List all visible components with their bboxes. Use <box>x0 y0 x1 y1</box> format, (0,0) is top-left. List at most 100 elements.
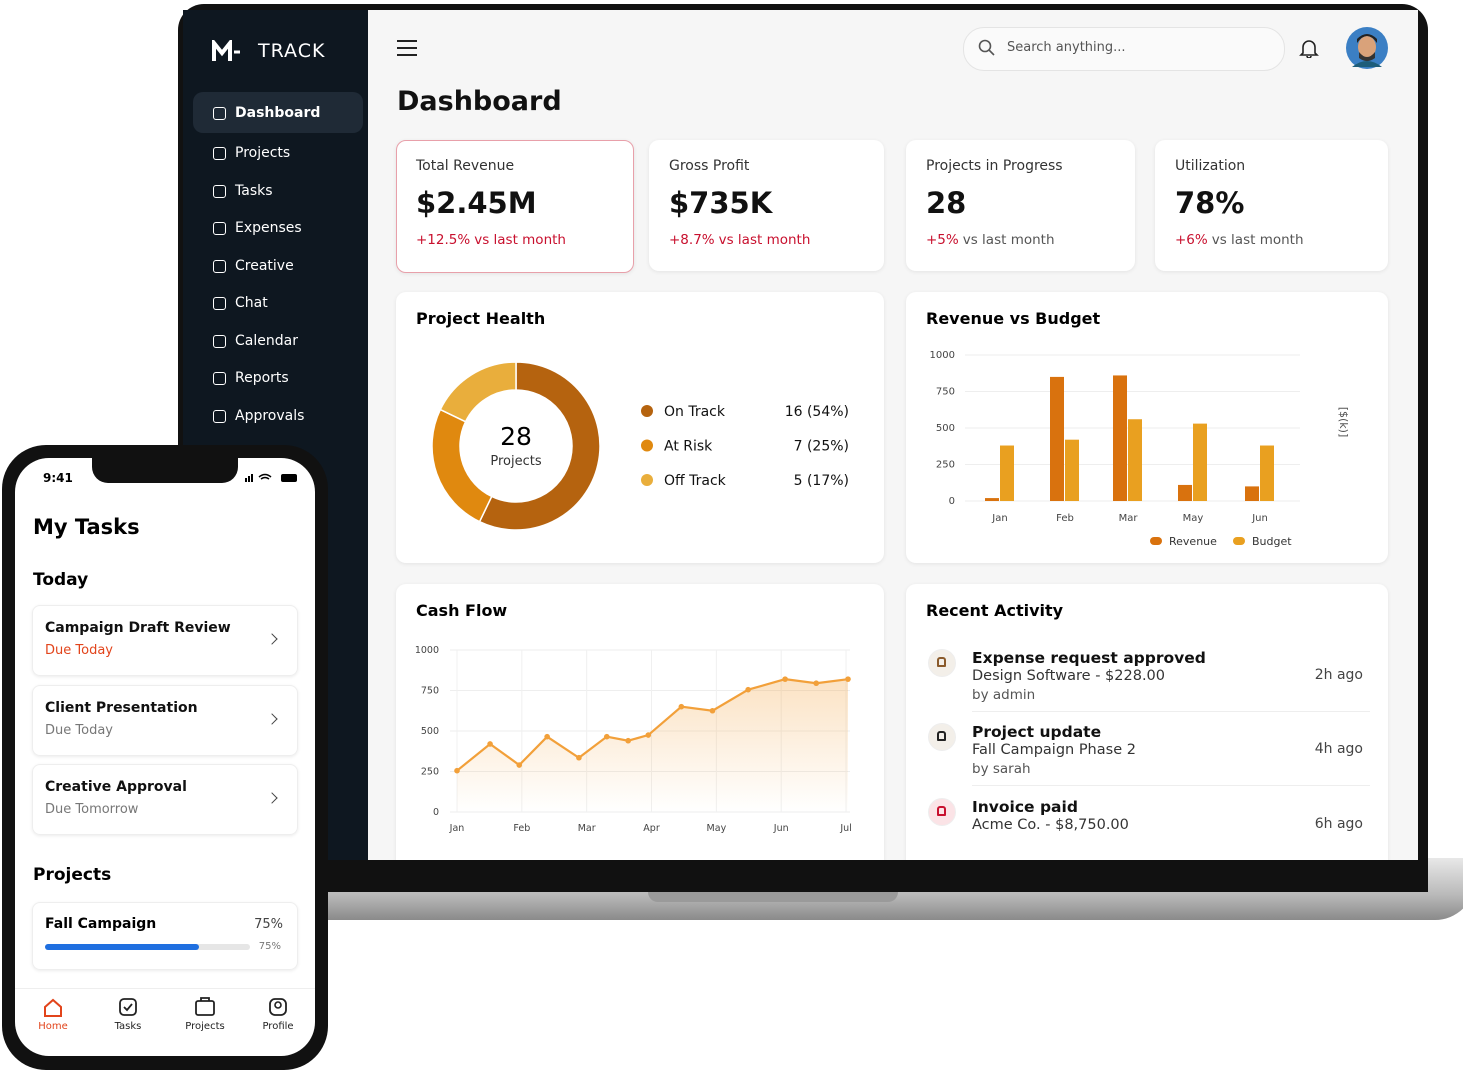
nav-icon <box>213 334 226 348</box>
task-due: Due Today <box>45 643 113 658</box>
tab[interactable]: Tasks <box>114 1021 142 1032</box>
nav-icon <box>213 259 226 273</box>
kpi-value: $2.45M <box>416 186 537 220</box>
kpi-card <box>1155 140 1388 271</box>
bar <box>985 498 999 501</box>
nav-item[interactable]: Reports <box>235 370 289 386</box>
kpi-note: vs last month <box>718 232 811 248</box>
kpi-label: Utilization <box>1175 158 1246 174</box>
x-tick-label: Feb <box>513 823 530 834</box>
donut-center-label: Projects <box>490 454 541 469</box>
tab-icons <box>44 997 287 1017</box>
progress-label: 75% <box>258 941 281 952</box>
activity-title[interactable]: Project update <box>972 723 1102 741</box>
legend-swatch <box>1233 537 1245 545</box>
x-tick-label: Jun <box>1251 513 1268 524</box>
phone-title: My Tasks <box>33 515 140 539</box>
nav-icon <box>213 107 226 120</box>
bar <box>1065 439 1079 501</box>
kpi-label: Projects in Progress <box>926 158 1063 174</box>
nav-item[interactable]: Creative <box>235 257 294 274</box>
search-box[interactable] <box>963 27 1285 71</box>
task-title: Campaign Draft Review <box>45 620 231 636</box>
tab[interactable]: Home <box>38 1021 68 1032</box>
progress-fill <box>45 944 199 950</box>
kpi-label: Gross Profit <box>669 158 750 174</box>
tab[interactable]: Profile <box>262 1021 294 1032</box>
activity-detail: Design Software - $228.00 <box>972 668 1166 684</box>
card-title: Recent Activity <box>926 601 1064 620</box>
activity-time: 4h ago <box>1314 741 1363 757</box>
x-tick-label: Feb <box>1056 513 1074 524</box>
project-card[interactable] <box>32 902 298 970</box>
y-tick-label: 0 <box>433 807 439 818</box>
donut-segment <box>439 361 517 423</box>
nav-item[interactable]: Expenses <box>235 220 302 236</box>
x-tick-label: Jun <box>773 823 789 834</box>
bezel-bottom <box>368 860 1418 888</box>
area <box>457 679 848 812</box>
bar <box>1128 419 1142 501</box>
card-title: Cash Flow <box>416 601 508 620</box>
activity-icon <box>928 649 956 677</box>
nav-item[interactable]: Calendar <box>235 332 298 349</box>
activity-icon <box>928 798 956 826</box>
task-card[interactable] <box>32 685 298 756</box>
legend-value: 5 (17%) <box>794 473 849 489</box>
point <box>603 733 610 740</box>
point <box>487 741 493 747</box>
activity-glyph <box>937 657 946 667</box>
activity-title[interactable]: Expense request approved <box>972 649 1206 667</box>
nav-icon <box>213 409 226 423</box>
bar <box>1178 484 1192 501</box>
kpi-change: +6% <box>1175 232 1208 248</box>
kpi-card <box>649 140 884 271</box>
x-tick-label: Jan <box>449 823 465 834</box>
nav-item[interactable]: Approvals <box>235 407 305 424</box>
notifications[interactable] <box>1299 38 1319 58</box>
point <box>782 676 788 682</box>
status-time: 9:41 <box>43 471 73 485</box>
y-tick-label: 250 <box>421 767 439 778</box>
task-title: Creative Approval <box>45 779 187 795</box>
x-tick-label: Apr <box>643 823 660 834</box>
point <box>544 733 550 740</box>
task-card[interactable] <box>32 605 298 676</box>
project-name: Fall Campaign <box>45 916 157 932</box>
kpi-value: 78% <box>1175 186 1245 220</box>
divider <box>972 785 1370 786</box>
nav-item[interactable]: Tasks <box>235 182 273 199</box>
activity-glyph <box>937 731 946 741</box>
tab[interactable]: Projects <box>185 1021 225 1032</box>
activity-time: 2h ago <box>1314 667 1363 683</box>
y-axis-label: [$(k)] <box>1337 407 1350 438</box>
menu-button[interactable] <box>396 38 418 58</box>
legend-value: 7 (25%) <box>794 439 849 455</box>
kpi-card <box>906 140 1135 271</box>
activity-time: 6h ago <box>1314 816 1363 832</box>
legend-label: Revenue <box>1169 535 1217 548</box>
point <box>454 767 460 774</box>
legend-dot <box>641 405 653 417</box>
kpi-note: vs last month <box>962 232 1055 248</box>
avatar[interactable] <box>1346 27 1388 69</box>
logo: TRACK <box>258 40 326 62</box>
task-card[interactable] <box>32 764 298 835</box>
nav-item[interactable]: Projects <box>235 145 291 161</box>
x-tick-label: Mar <box>578 823 596 834</box>
activity-title[interactable]: Invoice paid <box>972 798 1078 816</box>
phone-notch <box>92 458 238 483</box>
bar <box>1260 445 1274 501</box>
divider <box>972 711 1370 712</box>
legend-swatch <box>1150 537 1162 545</box>
card-title: Revenue vs Budget <box>926 309 1101 328</box>
nav-icon <box>213 297 226 310</box>
bar <box>1193 423 1207 501</box>
kpi-note: vs last month <box>474 232 566 248</box>
nav-active[interactable] <box>193 92 363 133</box>
nav-item[interactable]: Chat <box>235 295 268 311</box>
nav-item[interactable]: Dashboard <box>235 105 321 121</box>
nav-icon <box>213 372 226 385</box>
legend-label: On Track <box>664 404 726 420</box>
